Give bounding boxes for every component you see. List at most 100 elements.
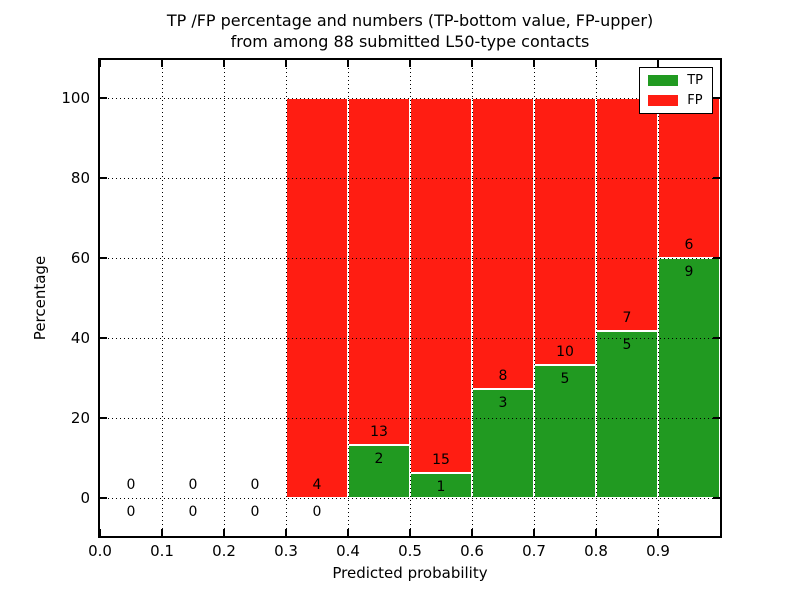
x-tick-mark-top <box>161 60 163 67</box>
bar-segment-fp <box>534 98 596 365</box>
bar-segment-fp <box>596 98 658 332</box>
gridline-horizontal <box>100 177 720 179</box>
legend-label-fp: FP <box>687 93 703 108</box>
y-tick-mark-right <box>713 497 720 499</box>
x-tick-mark-top <box>99 60 101 67</box>
y-tick-label: 0 <box>80 489 90 507</box>
y-axis-label: Percentage <box>31 255 49 341</box>
x-tick-mark-top <box>347 60 349 67</box>
chart-title-line2: from among 88 submitted L50-type contact… <box>230 32 590 51</box>
bar-count-tp: 0 <box>188 504 198 520</box>
x-tick-label: 0.5 <box>398 542 422 560</box>
gridline-vertical <box>595 60 597 536</box>
y-tick-label: 80 <box>70 169 90 187</box>
bar-segment-tp <box>534 364 596 498</box>
bar-segment-tp <box>348 444 410 498</box>
gridline-vertical <box>161 60 163 536</box>
x-tick-label: 0.2 <box>212 542 236 560</box>
x-tick-mark <box>533 529 535 536</box>
y-tick-mark-right <box>713 337 720 339</box>
bar-segment-tp <box>658 258 720 498</box>
bar-count-tp: 3 <box>498 394 508 411</box>
legend-label-tp: TP <box>687 73 703 88</box>
gridline-vertical <box>223 60 225 536</box>
y-tick-mark-right <box>713 257 720 259</box>
x-tick-mark-top <box>657 60 659 67</box>
gridline-horizontal <box>100 257 720 259</box>
bar-count-fp: 0 <box>126 477 136 493</box>
x-tick-mark <box>409 529 411 536</box>
bar-segment-fp <box>286 98 348 498</box>
x-tick-mark <box>657 529 659 536</box>
bar-segment-fp <box>472 98 534 389</box>
bar-count-fp: 8 <box>498 367 508 384</box>
gridline-vertical <box>533 60 535 536</box>
bar-count-tp: 5 <box>560 370 570 387</box>
bar-count-fp: 0 <box>188 477 198 493</box>
bar-segment-tp <box>410 473 472 498</box>
x-tick-mark <box>285 529 287 536</box>
bar-count-fp: 4 <box>312 477 322 493</box>
gridline-vertical <box>285 60 287 536</box>
y-tick-mark <box>100 337 107 339</box>
gridline-vertical <box>409 60 411 536</box>
y-tick-label: 20 <box>70 409 90 427</box>
x-tick-label: 0.6 <box>460 542 484 560</box>
bar-count-tp: 1 <box>436 479 446 495</box>
gridline-vertical <box>657 60 659 536</box>
x-tick-mark <box>223 529 225 536</box>
bar-count-fp: 7 <box>622 310 632 327</box>
legend-swatch-tp <box>648 75 679 86</box>
gridline-vertical <box>347 60 349 536</box>
y-tick-label: 60 <box>70 249 90 267</box>
plot-area: TP FP 0 0 0 0 0 0 4 0 13 2 15 1 8 3 10 5 7 5 6 9 <box>98 58 722 538</box>
gridline-vertical <box>471 60 473 536</box>
x-tick-mark-top <box>533 60 535 67</box>
x-tick-label: 0.1 <box>150 542 174 560</box>
bar-count-fp: 10 <box>556 343 574 360</box>
x-tick-mark-top <box>409 60 411 67</box>
gridline-horizontal <box>100 97 720 99</box>
x-tick-mark-top <box>471 60 473 67</box>
y-tick-label: 40 <box>70 329 90 347</box>
x-tick-mark <box>161 529 163 536</box>
gridline-horizontal <box>100 337 720 339</box>
y-tick-mark <box>100 257 107 259</box>
x-tick-mark <box>99 529 101 536</box>
legend: TP FP <box>639 67 713 114</box>
gridline-horizontal <box>100 417 720 419</box>
x-tick-label: 0.9 <box>646 542 670 560</box>
chart-title-line1: TP /FP percentage and numbers (TP-bottom… <box>166 11 654 30</box>
x-tick-label: 0.3 <box>274 542 298 560</box>
bar-segment-fp <box>410 98 472 473</box>
bar-segment-fp <box>348 98 410 445</box>
bar-count-tp: 2 <box>374 450 384 467</box>
bar-count-fp: 15 <box>432 452 450 468</box>
x-tick-label: 0.8 <box>584 542 608 560</box>
y-tick-mark <box>100 417 107 419</box>
bar-count-fp: 13 <box>370 423 388 440</box>
x-tick-mark-top <box>223 60 225 67</box>
x-tick-mark <box>471 529 473 536</box>
x-tick-mark-top <box>595 60 597 67</box>
chart-title: TP /FP percentage and numbers (TP-bottom… <box>100 10 720 52</box>
bar-count-tp: 9 <box>684 264 694 280</box>
bar-count-fp: 6 <box>684 237 694 253</box>
x-tick-mark <box>347 529 349 536</box>
bar-count-tp: 5 <box>622 337 632 354</box>
x-axis-label: Predicted probability <box>332 564 488 582</box>
legend-swatch-fp <box>648 95 679 106</box>
y-tick-mark-right <box>713 417 720 419</box>
y-tick-mark-right <box>713 97 720 99</box>
y-tick-mark <box>100 177 107 179</box>
y-tick-label: 100 <box>61 89 90 107</box>
legend-item-tp: TP <box>648 74 703 87</box>
x-tick-label: 0.4 <box>336 542 360 560</box>
x-tick-label: 0.0 <box>88 542 112 560</box>
bar-count-fp: 0 <box>250 477 260 493</box>
bar-count-tp: 0 <box>312 504 322 520</box>
gridline-horizontal <box>100 497 720 499</box>
bar-segment-tp <box>596 331 658 498</box>
y-tick-mark <box>100 97 107 99</box>
